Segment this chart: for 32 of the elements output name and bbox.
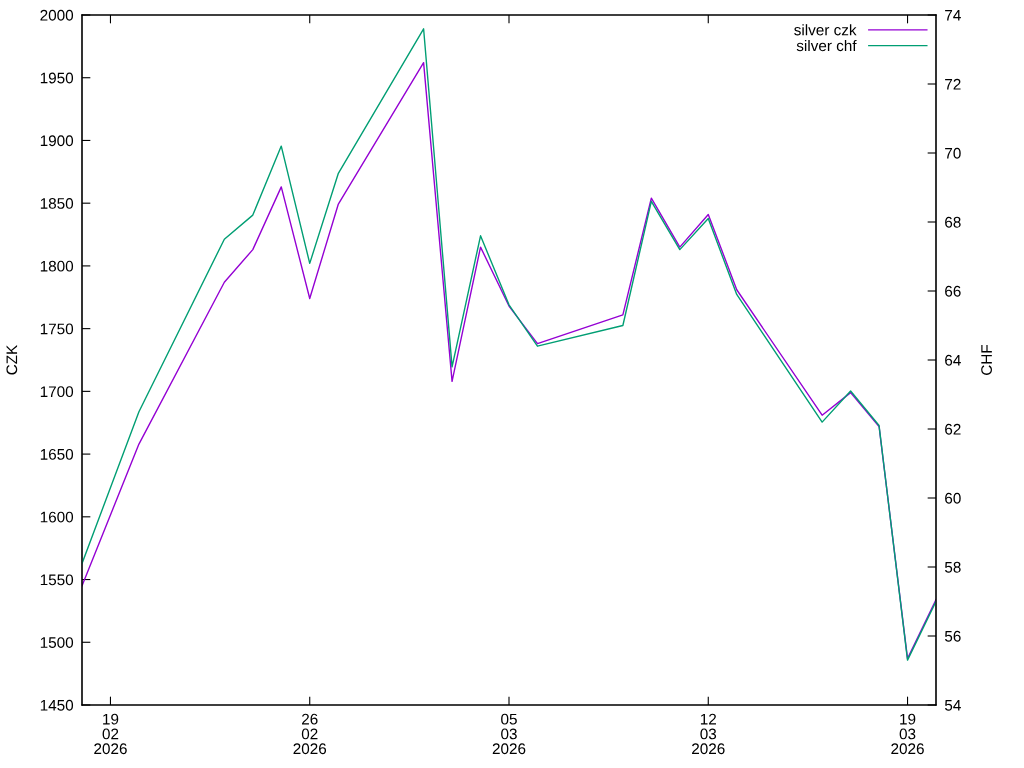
- y-tick-label: 1500: [40, 637, 74, 648]
- y2-tick-label: 72: [945, 78, 961, 90]
- legend-label: silver chf: [796, 39, 857, 52]
- y-tick-label: 1600: [40, 511, 74, 523]
- y-tick-label: 2000: [40, 9, 74, 21]
- y-tick-label: 1950: [40, 72, 74, 84]
- y2-tick-label: 70: [945, 147, 961, 159]
- x-tick-label: 19 02 2026: [94, 713, 127, 755]
- y-tick-label: 1650: [40, 448, 74, 460]
- y2-tick-label: 66: [945, 285, 961, 297]
- y2-axis-title: CHF: [981, 344, 992, 375]
- legend-label: silver czk: [794, 24, 857, 36]
- y-tick-label: 1700: [40, 386, 74, 398]
- x-tick-label: 26 02 2026: [293, 713, 327, 755]
- y-tick-label: 1750: [40, 323, 74, 335]
- x-tick-label: 19 03 2026: [891, 713, 924, 755]
- y2-tick-label: 60: [945, 492, 961, 504]
- y2-tick-label: 68: [945, 216, 961, 228]
- y2-tick-label: 56: [944, 630, 961, 642]
- y-axis-title: CZK: [6, 344, 18, 375]
- x-tick-label: 12 03 2026: [692, 713, 725, 755]
- y2-tick-label: 58: [944, 561, 961, 573]
- y2-tick-label: 62: [945, 423, 961, 435]
- x-tick-label: 05 03 2026: [492, 713, 526, 755]
- y-tick-label: 1450: [40, 699, 74, 711]
- y2-tick-label: 74: [945, 10, 961, 21]
- y-tick-label: 1900: [40, 135, 74, 147]
- y2-tick-label: 54: [944, 700, 961, 711]
- y-tick-label: 1850: [40, 198, 74, 209]
- y-tick-label: 1550: [40, 574, 74, 586]
- y-tick-label: 1800: [40, 260, 74, 272]
- y2-tick-label: 64: [945, 354, 961, 366]
